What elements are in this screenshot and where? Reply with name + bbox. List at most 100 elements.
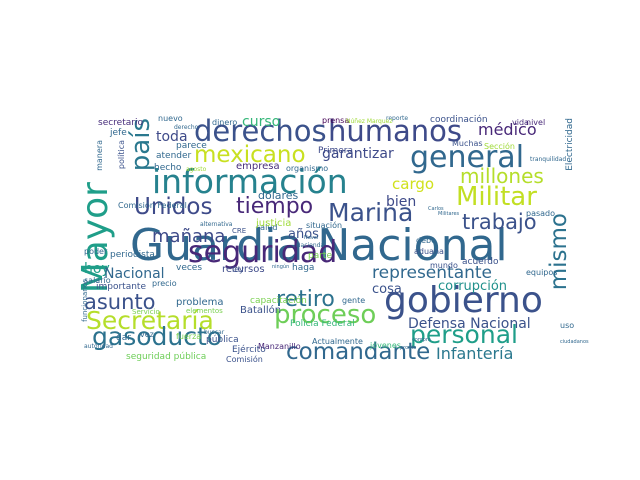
cloud-word: coordinación — [430, 115, 488, 125]
cloud-word: mexicano — [194, 142, 306, 168]
cloud-word: capacitación — [250, 296, 307, 306]
cloud-word: justicia — [256, 218, 292, 229]
cloud-word: millones — [460, 164, 544, 188]
cloud-word: derecho — [174, 124, 199, 131]
cloud-word: seguridad — [188, 235, 338, 270]
cloud-word: proceso — [274, 300, 377, 330]
cloud-word: Militares — [438, 211, 460, 217]
cloud-word: dólares — [258, 189, 299, 202]
cloud-word: vez — [140, 330, 154, 339]
cloud-word: dar — [116, 333, 131, 343]
cloud-word: parte — [308, 251, 332, 261]
cloud-word: pasado — [526, 209, 556, 218]
cloud-word: Carlos — [428, 206, 444, 212]
cloud-word: ningún — [272, 264, 290, 270]
cloud-word: Infantería — [436, 344, 514, 363]
cloud-word: retiro — [276, 287, 335, 312]
cloud-word: compra — [412, 337, 431, 343]
cloud-word: general — [410, 140, 525, 175]
cloud-word: nivel — [526, 118, 546, 127]
cloud-word: poder — [84, 247, 108, 256]
cloud-word: vida — [512, 118, 529, 127]
cloud-word: comandante — [286, 339, 431, 365]
cloud-word: cargo — [392, 175, 435, 193]
cloud-word: equipos — [526, 268, 558, 277]
cloud-word: Comisión — [226, 355, 263, 364]
cloud-word: Hacienda — [296, 242, 325, 249]
cloud-word: pública — [206, 335, 239, 345]
cloud-word: personal — [410, 320, 518, 349]
cloud-word: tiempo — [236, 194, 314, 219]
cloud-word: haga — [292, 263, 315, 273]
cloud-word: parece — [176, 141, 207, 151]
cloud-word: organismo — [286, 164, 329, 173]
cloud-word: reporte — [386, 115, 409, 122]
cloud-word: Servicio — [132, 308, 160, 316]
cloud-word: humanos — [328, 114, 463, 148]
cloud-word: información — [152, 162, 348, 201]
cloud-word: recursos — [222, 264, 265, 275]
cloud-word: Secretaría — [86, 306, 214, 335]
cloud-word: empresa — [236, 161, 280, 172]
cloud-word: política — [117, 140, 126, 170]
cloud-word: salario — [84, 276, 111, 285]
cloud-word: hecho — [154, 163, 182, 173]
cloud-word: Batallón — [240, 305, 282, 316]
cloud-word: elementos — [186, 307, 223, 315]
cloud-word: alternativa — [200, 221, 233, 228]
cloud-word: años — [288, 227, 319, 242]
cloud-word: dinero — [212, 118, 238, 127]
cloud-word: nuevo — [158, 114, 183, 123]
cloud-word: uso — [560, 321, 575, 330]
cloud-word: problema — [176, 297, 224, 308]
cloud-word: veces — [176, 263, 203, 273]
cloud-word: Manzanillo — [258, 342, 301, 351]
cloud-word: agosto — [186, 166, 207, 173]
cloud-word: salud — [256, 223, 278, 232]
cloud-word: derechos — [194, 114, 327, 148]
cloud-word: Comisión Federal — [118, 201, 187, 210]
cloud-word: bien — [386, 194, 417, 210]
cloud-word: atender — [156, 151, 192, 161]
cloud-word: precio — [152, 279, 177, 288]
cloud-word: tranquilidad — [530, 156, 567, 163]
cloud-word: Unidos — [134, 194, 213, 220]
cloud-word: Muchas — [452, 139, 483, 148]
cloud-word: situación — [306, 221, 343, 230]
cloud-word: Defensa Nacional — [408, 316, 531, 332]
cloud-word: ciudadanos — [560, 339, 589, 345]
cloud-word: buscar — [204, 329, 225, 336]
cloud-word: Electricidad — [565, 118, 575, 171]
cloud-word: Nacional — [104, 266, 165, 282]
cloud-word: importante — [96, 282, 147, 292]
cloud-word: asunto — [84, 290, 156, 314]
cloud-word: mismo — [546, 213, 572, 291]
cloud-word: debe — [416, 236, 436, 245]
cloud-word: Núñez Marquez — [346, 118, 393, 125]
cloud-word: hoy — [84, 261, 110, 277]
cloud-word: Militar — [456, 182, 537, 212]
cloud-word: acuerdo — [462, 257, 499, 267]
cloud-word: trabajo — [462, 210, 537, 234]
cloud-word: Sección — [484, 142, 515, 151]
cloud-word: secretario — [98, 118, 143, 128]
cloud-word: Guardia Nacional — [130, 220, 508, 271]
cloud-word: curso — [242, 114, 281, 130]
cloud-word: prensa — [322, 116, 350, 125]
cloud-word: representante — [372, 263, 493, 283]
cloud-word: Naval — [304, 235, 319, 241]
cloud-word: jóvenes — [370, 341, 401, 350]
cloud-word: gente — [342, 296, 366, 305]
cloud-word: funcionarios — [81, 279, 89, 322]
cloud-word: gobierno — [384, 280, 543, 321]
cloud-word: autoridad — [84, 343, 113, 350]
cloud-word: seguridad pública — [126, 352, 207, 362]
cloud-word: manera — [95, 140, 104, 171]
cloud-word: aduana — [414, 247, 444, 256]
cloud-word: mañana — [152, 226, 226, 247]
cloud-word: garantizar — [322, 146, 394, 162]
cloud-word: Ejército — [232, 345, 266, 355]
cloud-word: toda — [156, 129, 188, 145]
cloud-word: cosa — [372, 282, 402, 297]
